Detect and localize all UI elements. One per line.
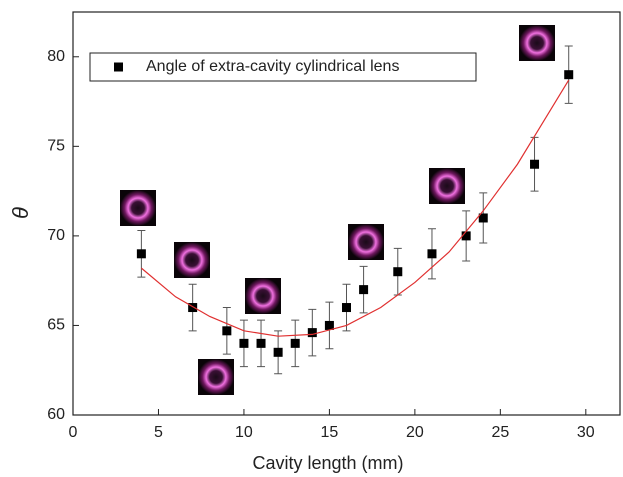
legend-box [89, 52, 477, 82]
x-tick-label: 20 [406, 424, 424, 441]
data-point [461, 231, 471, 241]
x-tick-label: 0 [69, 424, 78, 441]
fit-line [140, 79, 570, 337]
x-axis-label: Cavity length (mm) [252, 453, 403, 473]
y-tick-label: 80 [47, 48, 65, 65]
beam-image [245, 278, 281, 314]
data-point [188, 303, 198, 313]
data-point [478, 213, 488, 223]
data-point [239, 338, 249, 348]
data-point [564, 70, 574, 80]
y-tick-label: 65 [47, 317, 65, 334]
y-axis-label: θ [8, 207, 33, 219]
data-point [342, 303, 351, 313]
data-point [324, 320, 334, 330]
x-tick-label: 5 [154, 424, 163, 441]
x-tick-label: 30 [577, 424, 595, 441]
data-point [427, 249, 437, 259]
beam-image [198, 359, 234, 395]
data-point [359, 285, 369, 295]
x-tick-label: 25 [491, 424, 509, 441]
data-point [307, 328, 317, 338]
data-point [290, 338, 300, 348]
data-point [136, 249, 146, 259]
beam-images [120, 25, 555, 395]
data-point [393, 267, 403, 277]
beam-image [348, 224, 384, 260]
data-point [222, 326, 232, 336]
y-tick-label: 75 [47, 138, 65, 155]
legend-marker [114, 62, 123, 72]
x-tick-label: 15 [321, 424, 339, 441]
plot-frame [72, 11, 621, 416]
beam-image [174, 242, 210, 278]
beam-image [519, 25, 555, 61]
data-point [256, 338, 266, 348]
x-tick-label: 10 [235, 424, 253, 441]
data-point [530, 159, 540, 169]
y-tick-label: 60 [47, 406, 65, 423]
legend-label: Angle of extra-cavity cylindrical lens [146, 58, 399, 75]
beam-image [120, 190, 156, 226]
beam-image [429, 168, 465, 204]
y-tick-label: 70 [47, 227, 65, 244]
data-point [273, 347, 283, 357]
